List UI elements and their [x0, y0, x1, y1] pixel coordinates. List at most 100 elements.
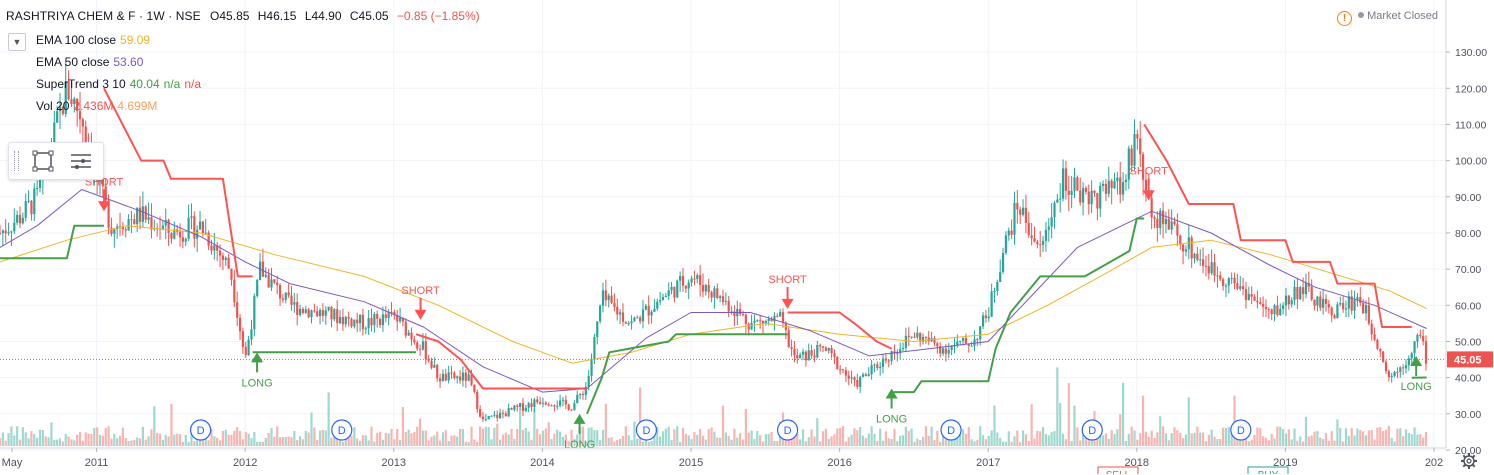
candle-body [1091, 191, 1093, 204]
change-value: −0.85 (−1.85%) [397, 9, 480, 23]
volume-bar [233, 431, 235, 446]
candle-body [725, 301, 727, 302]
candle-body [1382, 351, 1384, 361]
candle-body [316, 311, 318, 316]
volume-bar [928, 436, 930, 446]
volume-bar [1033, 439, 1035, 446]
volume-bar [1045, 434, 1047, 446]
price-tick-label: 90.00 [1455, 192, 1481, 204]
volume-bar [893, 429, 895, 446]
volume-bar [302, 439, 304, 446]
volume-bar [1128, 434, 1130, 446]
candle-body [502, 413, 504, 414]
volume-bar [528, 431, 530, 446]
volume-bar [1353, 436, 1355, 446]
candle-body [802, 352, 804, 355]
volume-bar [1322, 439, 1324, 446]
candle-body [648, 306, 650, 316]
volume-bar [1413, 427, 1415, 446]
candle-body [1242, 286, 1244, 289]
ema50-line [0, 190, 1427, 393]
volume-bar [1025, 434, 1027, 446]
warning-icon[interactable]: ! [1337, 11, 1352, 26]
price-tick-label: 100.00 [1455, 156, 1487, 168]
volume-bar [279, 437, 281, 446]
candle-body [1379, 349, 1381, 352]
candle-body [1171, 221, 1173, 229]
candle-body [1328, 304, 1330, 308]
volume-bar [1159, 416, 1161, 446]
candle-body [562, 400, 564, 401]
gear-icon[interactable] [1460, 452, 1478, 470]
volume-bar [0, 438, 1, 446]
volume-bar [1005, 442, 1007, 446]
rectangle-tool-icon[interactable] [29, 147, 57, 175]
volume-bar [688, 435, 690, 446]
candle-body [133, 219, 135, 224]
market-status[interactable]: !Market Closed [1337, 10, 1438, 26]
volume-bar [976, 440, 978, 446]
candle-body [1279, 309, 1281, 315]
volume-bar [610, 437, 612, 446]
candle-body [256, 280, 258, 296]
volume-bar [1316, 431, 1318, 446]
drag-handle-icon[interactable] [14, 151, 19, 171]
volume-bar [325, 430, 327, 446]
volume-bar [842, 426, 844, 446]
candle-body [273, 279, 275, 282]
volume-bar [33, 434, 35, 446]
volume-bar [1185, 435, 1187, 446]
volume-bar [922, 437, 924, 446]
volume-bar [1399, 428, 1401, 446]
candle-body [1319, 297, 1321, 308]
price-tick-label: 120.00 [1455, 83, 1487, 95]
volume-bar [465, 442, 467, 446]
candle-body [1048, 227, 1050, 230]
volume-bar [87, 434, 89, 446]
candle-body [1099, 186, 1101, 209]
candle-body [716, 288, 718, 298]
candle-body [150, 217, 152, 229]
chart-grid [0, 0, 1446, 450]
volume-bar [968, 427, 970, 446]
volume-bar [1153, 438, 1155, 446]
candlesticks [0, 62, 1427, 422]
volume-bar [1042, 427, 1044, 446]
candle-body [208, 233, 210, 246]
volume-bar [1173, 427, 1175, 446]
volume-bar [1382, 431, 1384, 446]
candle-body [179, 232, 181, 238]
candle-body [636, 317, 638, 318]
candle-body [639, 317, 641, 321]
volume-bar [1276, 426, 1278, 446]
volume-bar [67, 436, 69, 446]
candle-body [213, 245, 215, 250]
candle-body [1371, 324, 1373, 335]
candle-body [405, 322, 407, 336]
candle-body [373, 314, 375, 325]
candle-body [793, 349, 795, 355]
chevron-down-icon[interactable]: ▼ [8, 33, 26, 51]
candle-body [822, 346, 824, 347]
order-chip-label: BUY [1258, 470, 1279, 474]
volume-bar [999, 438, 1001, 446]
volume-bar [488, 427, 490, 446]
volume-bar [931, 427, 933, 446]
volume-bar [36, 438, 38, 446]
candle-body [710, 292, 712, 298]
volume-bar [168, 436, 170, 446]
volume-bar [845, 442, 847, 446]
candle-body [162, 225, 164, 228]
candle-body [376, 314, 378, 319]
menu-lines-icon[interactable] [67, 147, 95, 175]
long-arrow-icon [886, 389, 898, 399]
volume-bar [1379, 427, 1381, 446]
long-signal-label: LONG [241, 377, 272, 389]
volume-bar [173, 435, 175, 446]
candle-body [1222, 279, 1224, 286]
